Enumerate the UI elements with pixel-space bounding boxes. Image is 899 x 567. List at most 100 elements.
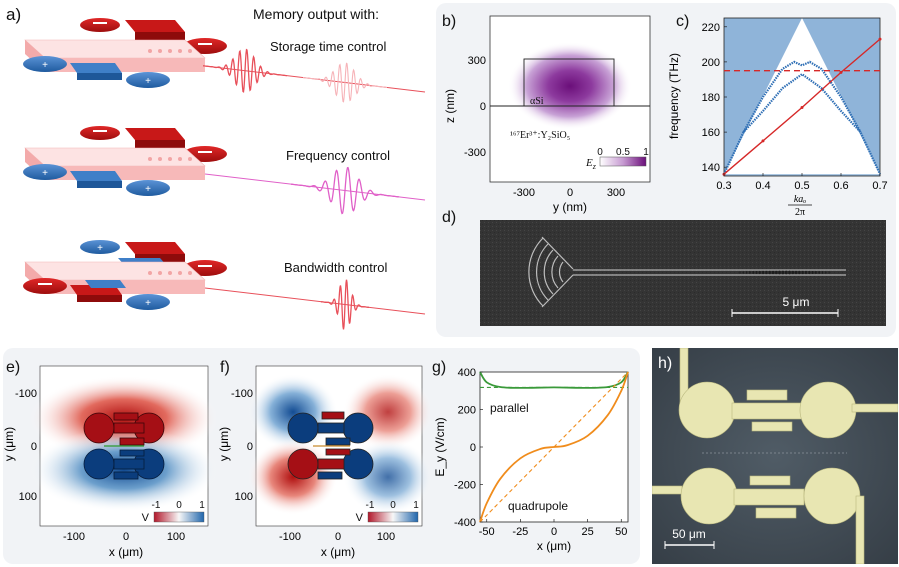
panel-a-heading: Memory output with:	[253, 6, 379, 22]
storage-pulse	[203, 48, 288, 93]
b-xtick-0: -300	[513, 187, 535, 199]
cb-b-tick-2: 1	[643, 147, 649, 158]
colorbar-b	[599, 156, 647, 167]
pc-hole	[801, 270, 804, 275]
f-cb-tick-1: 0	[390, 500, 396, 511]
e-cb-tick-2: 1	[199, 500, 205, 511]
pc-hole	[739, 271, 741, 274]
e-bottom-electrodes	[83, 448, 165, 480]
panel-f: f) V -1 0 1 -100 0 100 x (μm) -100 0 100…	[218, 352, 430, 564]
c-ytick: 180	[702, 92, 720, 104]
panel-a-label: a)	[6, 5, 21, 24]
frequency-pulse	[291, 166, 399, 215]
pc-hole	[794, 270, 798, 275]
pc-hole	[798, 270, 801, 275]
pc-hole	[742, 271, 744, 274]
f-top-electrodes	[287, 411, 374, 446]
b-xtick-2: 300	[607, 187, 625, 199]
panel-b-label: b)	[442, 13, 456, 30]
panel-b: b) αSi ¹⁶⁷Er³⁺:Y₂SiO₅ Ez 0 0.5 1 -300 0 …	[440, 6, 660, 216]
cb-b-tick-1: 0.5	[616, 147, 630, 158]
g-parallel-label: parallel	[490, 401, 529, 415]
f-bottom-electrodes	[287, 448, 374, 480]
c-xtick: 0.7	[872, 180, 887, 192]
g-xtick: 50	[615, 526, 627, 538]
pc-hole	[818, 270, 820, 275]
pc-hole	[749, 270, 751, 275]
pc-hole	[745, 271, 748, 274]
panel-e: e) V -1 0 1 -100 0 100 x (μm) -100 0 100…	[4, 352, 216, 564]
bandwidth-device: + +	[23, 240, 426, 330]
g-quadrupole-label: quadrupole	[508, 499, 568, 513]
pc-hole	[785, 270, 788, 275]
f-colorbar	[367, 511, 419, 523]
panel-h-label: h)	[658, 355, 672, 372]
c-xtick: 0.3	[716, 180, 731, 192]
b-ylabel: z (nm)	[443, 89, 457, 123]
g-series-3	[479, 371, 629, 523]
svg-text:+: +	[145, 298, 151, 309]
e-xtick-0: -100	[63, 531, 85, 543]
e-colorbar	[153, 511, 205, 523]
g-ytick: 0	[470, 442, 476, 454]
g-ytick: 400	[458, 367, 476, 379]
pc-hole	[752, 270, 755, 275]
pc-hole	[775, 270, 778, 275]
e-xtick-2: 100	[167, 531, 185, 543]
b-ytick-0: 300	[468, 55, 486, 67]
svg-text:+: +	[42, 60, 48, 71]
svg-text:Ez: Ez	[585, 157, 597, 171]
colorbar-label: E	[585, 157, 593, 169]
c-ytick: 160	[702, 127, 720, 139]
c-series-0	[723, 72, 881, 175]
pc-hole	[821, 271, 824, 274]
panel-d: d) 5 μm	[440, 206, 890, 330]
c-ytick: 200	[702, 57, 720, 69]
f-xlabel: x (μm)	[321, 545, 355, 559]
substrate-label: ¹⁶⁷Er³⁺:Y₂SiO₅	[510, 130, 570, 141]
panel-a: a) Memory output with: + + Storage time …	[0, 0, 430, 345]
g-ytick: -200	[454, 480, 476, 492]
colorbar-sub: z	[592, 162, 597, 171]
h-electrodes	[652, 348, 898, 564]
pc-hole	[758, 270, 761, 275]
photonic-crystal-holes	[739, 270, 830, 275]
panel-g: g) -50 -25 0 25 50 -400 -200 0 200 400 x (μm) E_y (…	[430, 352, 638, 564]
mode-profile	[508, 42, 632, 130]
e-ytick-1: 0	[31, 441, 37, 453]
svg-text:+: +	[145, 184, 151, 195]
c-xlabel-num: kaₒ	[794, 194, 806, 205]
g-xtick: -25	[512, 526, 528, 538]
e-ylabel: y (μm)	[4, 427, 16, 461]
svg-text:+: +	[145, 76, 151, 87]
bandwidth-caption: Bandwidth control	[284, 260, 387, 275]
pc-hole	[771, 270, 775, 275]
svg-text:+: +	[97, 243, 103, 254]
panel-f-label: f)	[220, 359, 230, 376]
g-xlabel: x (μm)	[537, 539, 571, 553]
g-ytick: -400	[454, 517, 476, 529]
c-point	[800, 106, 804, 110]
f-ylabel: y (μm)	[218, 427, 231, 461]
f-xtick-1: 0	[335, 531, 341, 543]
pc-hole	[828, 271, 830, 274]
g-xtick: 0	[551, 526, 557, 538]
alpha-si-label: αSi	[530, 96, 544, 107]
panel-g-label: g)	[432, 359, 446, 376]
c-light-cone	[724, 18, 880, 175]
f-ytick-1: 0	[247, 441, 253, 453]
pc-hole	[765, 270, 768, 275]
e-cb-tick-0: -1	[152, 500, 161, 511]
pc-hole	[778, 270, 781, 275]
c-ytick: 140	[702, 162, 720, 174]
frequency-device: + +	[23, 126, 426, 215]
sem-image	[480, 220, 886, 326]
e-ytick-0: -100	[15, 388, 37, 400]
g-ylabel: E_y (V/cm)	[433, 417, 447, 476]
c-point	[878, 37, 882, 41]
f-xtick-2: 100	[377, 531, 395, 543]
f-ytick-0: -100	[231, 388, 253, 400]
pc-hole	[781, 270, 785, 275]
pc-hole	[755, 270, 758, 275]
pc-hole	[815, 270, 817, 275]
